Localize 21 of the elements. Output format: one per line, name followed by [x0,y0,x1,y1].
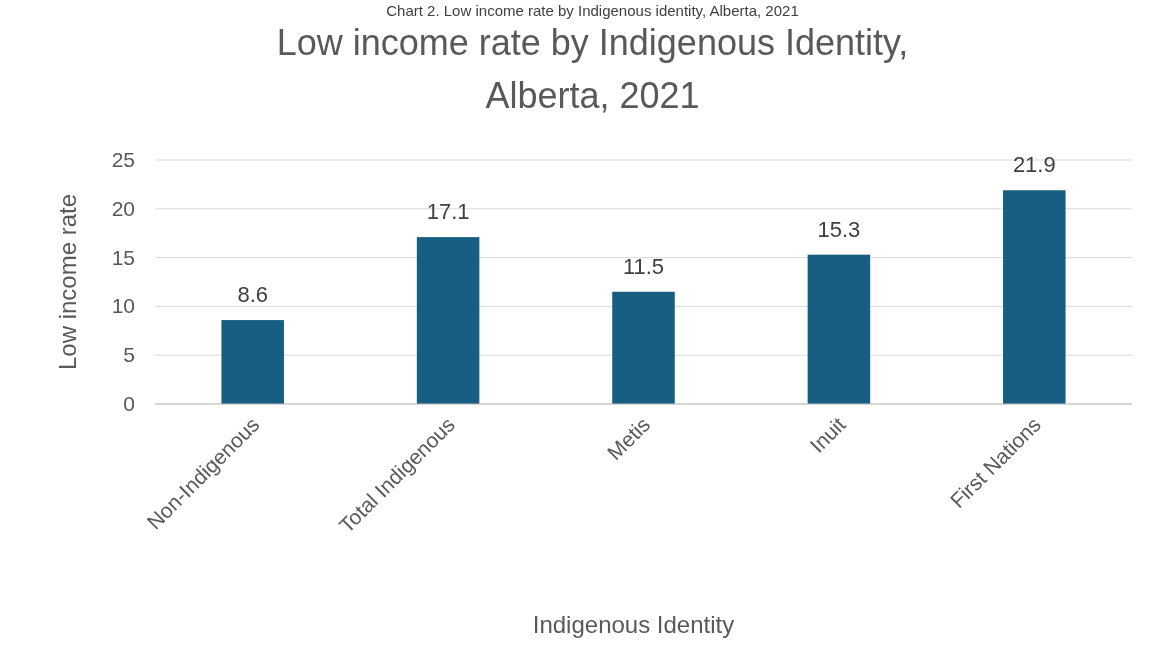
y-tick-label: 10 [111,294,135,318]
data-label: 15.3 [817,216,861,242]
chart-title: Low income rate by Indigenous Identity, Alberta, 2021 [276,22,909,116]
y-tick-label: 25 [111,148,135,171]
bar [416,237,480,404]
caption: Chart 2. Low income rate by Indigenous identity, Alberta, 2021 [386,2,799,19]
y-tick-label: 15 [111,245,135,269]
bar [1003,190,1066,404]
data-label: 21.9 [1012,152,1056,178]
y-tick-label: 20 [111,196,135,220]
data-label: 17.1 [426,199,470,225]
bar [612,291,675,404]
bar [807,254,871,404]
x-axis-title: Indigenous Identity [532,611,735,638]
bar [221,320,284,404]
data-label: 8.6 [237,282,268,308]
x-tick-label: Inuit [805,412,850,457]
y-tick-label: 0 [123,392,135,415]
y-axis-title: Low income rate [54,193,81,371]
data-label: 11.5 [622,253,665,279]
y-tick-label: 5 [123,343,135,367]
